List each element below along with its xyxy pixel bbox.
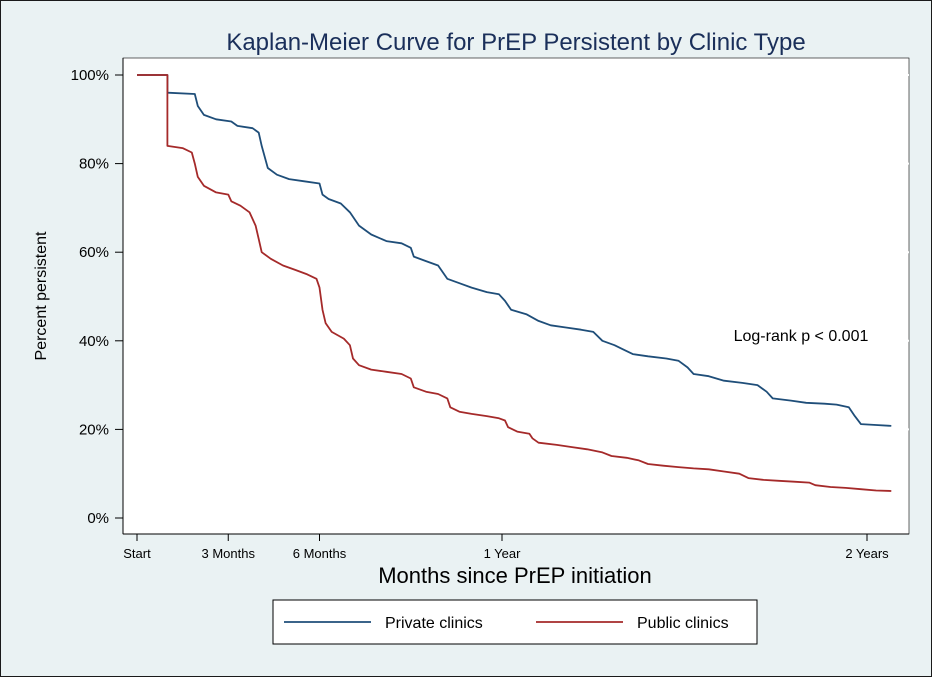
y-tick-label: 60%: [79, 244, 109, 261]
x-tick-label: 1 Year: [484, 546, 522, 561]
legend: Private clinics Public clinics: [272, 599, 758, 645]
y-tick-label: 40%: [79, 333, 109, 350]
x-tick-label: 2 Years: [845, 546, 889, 561]
plot-area: [122, 57, 910, 535]
y-axis-label: Percent persistent: [33, 231, 50, 361]
y-tick-label: 80%: [79, 156, 109, 173]
x-axis: Start 3 Months 6 Months 1 Year 2 Years: [123, 533, 909, 561]
x-tick-label: 6 Months: [293, 546, 347, 561]
y-tick-label: 100%: [71, 67, 109, 84]
series-line-private-clinics: [137, 74, 892, 427]
y-axis: 0% 20% 40% 60% 80% 100%: [71, 58, 124, 534]
legend-label: Private clinics: [385, 615, 483, 632]
x-axis-label: Months since PrEP initiation: [378, 563, 652, 588]
grid-lines: [123, 74, 909, 431]
y-tick-label: 20%: [79, 421, 109, 438]
x-tick-label: Start: [123, 546, 151, 561]
x-tick-label: 3 Months: [202, 546, 256, 561]
chart-title: Kaplan-Meier Curve for PrEP Persistent b…: [226, 29, 805, 56]
legend-label: Public clinics: [637, 615, 729, 632]
series-line-public-clinics: [137, 74, 892, 492]
log-rank-annotation: Log-rank p < 0.001: [734, 328, 869, 345]
y-tick-label: 0%: [87, 510, 109, 527]
series-lines: [137, 74, 892, 492]
